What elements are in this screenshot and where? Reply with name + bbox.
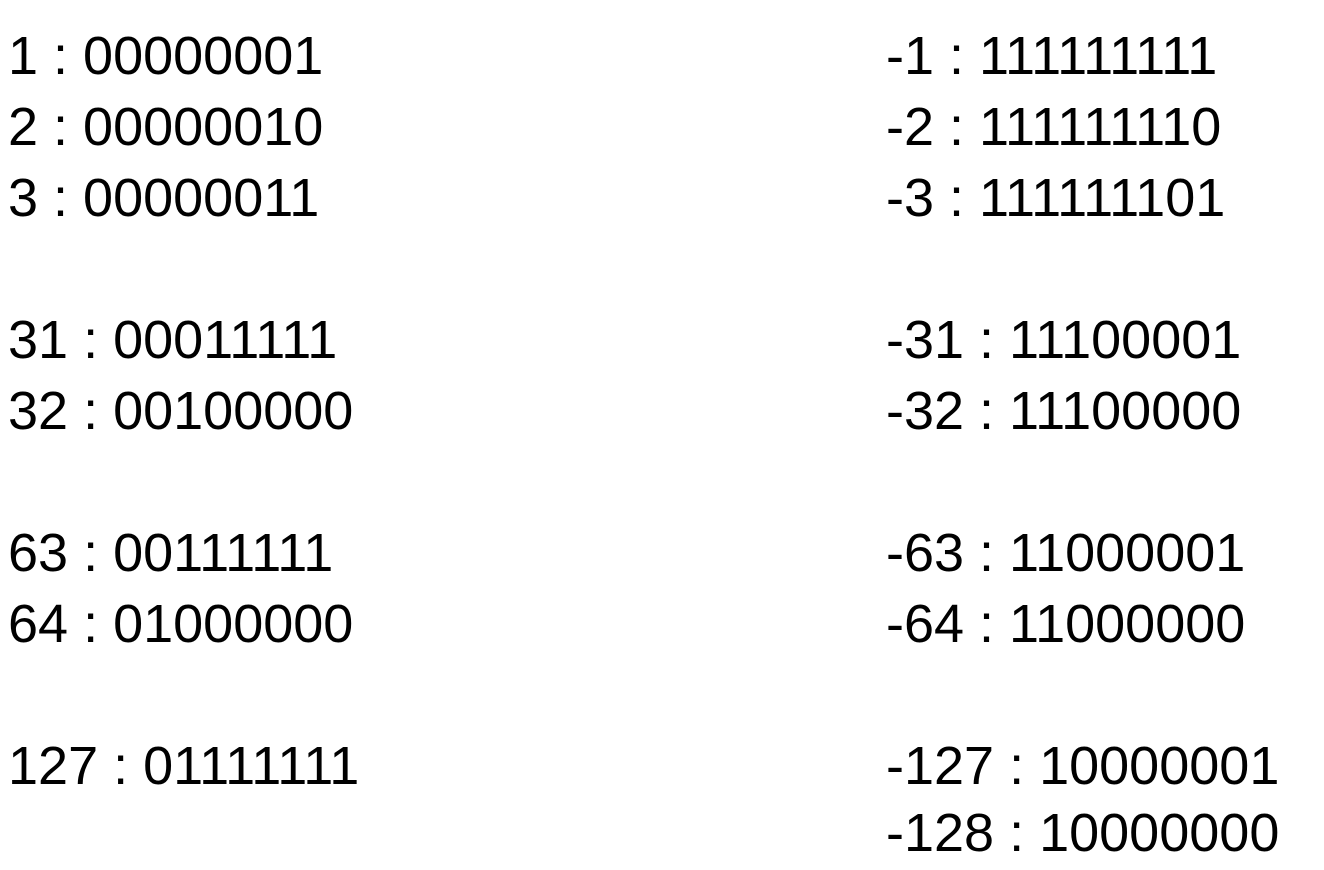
- positive-row: 127 : 01111111: [8, 736, 360, 796]
- negative-row: -63 : 11000001: [886, 523, 1246, 583]
- positive-row: 63 : 00111111: [8, 523, 334, 583]
- positive-row: 31 : 00011111: [8, 310, 338, 370]
- positive-row: 64 : 01000000: [8, 594, 354, 654]
- negative-row: -31 : 11100001: [886, 310, 1242, 370]
- negative-row: -1 : 111111111: [886, 26, 1218, 86]
- negative-values-column: -1 : 111111111 -2 : 111111110 -3 : 11111…: [886, 0, 1322, 870]
- negative-row: -127 : 10000001: [886, 736, 1280, 796]
- positive-values-column: 1 : 00000001 2 : 00000010 3 : 00000011 3…: [8, 0, 528, 870]
- positive-row: 3 : 00000011: [8, 168, 320, 228]
- negative-row: -2 : 111111110: [886, 97, 1222, 157]
- positive-row: 2 : 00000010: [8, 97, 324, 157]
- negative-row: -128 : 10000000: [886, 803, 1280, 863]
- negative-row: -64 : 11000000: [886, 594, 1246, 654]
- positive-row: 1 : 00000001: [8, 26, 324, 86]
- negative-row: -32 : 11100000: [886, 381, 1242, 441]
- positive-row: 32 : 00100000: [8, 381, 354, 441]
- negative-row: -3 : 111111101: [886, 168, 1226, 228]
